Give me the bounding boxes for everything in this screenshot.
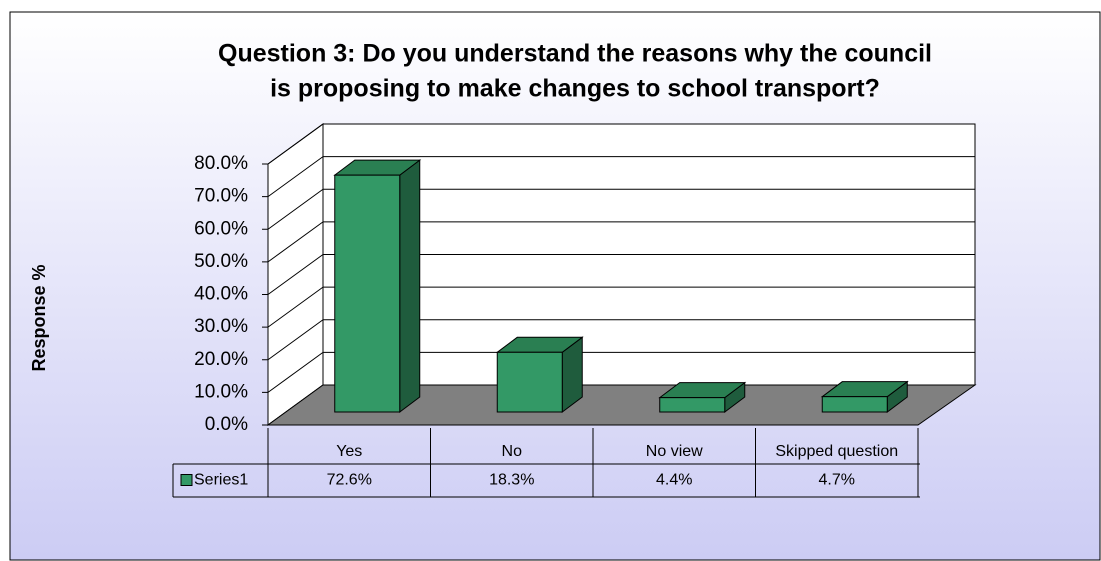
chart-title: is proposing to make changes to school t… (270, 75, 880, 103)
grid-line (267, 123, 324, 165)
grid-line (267, 319, 324, 361)
x-tick-label: No view (646, 443, 703, 460)
x-tick-label: Yes (336, 443, 362, 460)
y-axis-label: Response % (29, 264, 49, 371)
y-tick-label: 40.0% (194, 284, 248, 305)
bar (659, 397, 726, 413)
bar (821, 396, 888, 413)
x-tick-label: Skipped question (775, 443, 898, 460)
grid-line (267, 254, 324, 295)
value-label: 4.4% (656, 472, 692, 489)
y-tick-label: 60.0% (194, 218, 248, 239)
y-tick-label: 50.0% (194, 251, 248, 272)
y-tick-label: 30.0% (194, 316, 248, 337)
value-label: 4.7% (819, 472, 855, 489)
chart-title: Question 3: Do you understand the reason… (218, 40, 932, 68)
bar-side (399, 159, 421, 413)
grid-line (267, 286, 324, 328)
grid-line (267, 351, 324, 393)
grid-line (267, 188, 324, 230)
value-label: 72.6% (327, 472, 372, 489)
y-tick-label: 10.0% (194, 381, 248, 402)
y-tick-label: 80.0% (194, 153, 248, 174)
legend-label: Series1 (194, 472, 248, 489)
bar (334, 174, 401, 413)
y-tick-label: 20.0% (194, 349, 248, 370)
floor (266, 384, 977, 426)
grid-line (267, 221, 324, 263)
x-tick-label: No (502, 443, 523, 460)
y-tick-label: 0.0% (205, 414, 248, 435)
y-tick-label: 70.0% (194, 186, 248, 207)
bar (496, 351, 563, 413)
value-label: 18.3% (489, 472, 534, 489)
legend-key (180, 474, 193, 486)
grid-line (267, 156, 324, 198)
